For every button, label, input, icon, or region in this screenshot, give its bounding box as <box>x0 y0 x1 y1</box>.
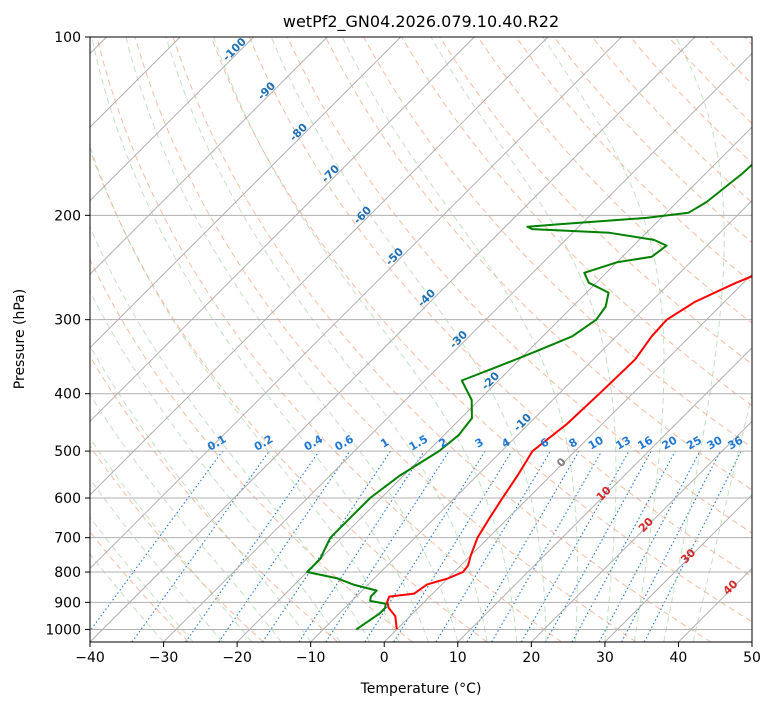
moist-adiabat-line <box>90 478 223 642</box>
x-tick-label: 10 <box>449 650 467 666</box>
isotherm-line <box>90 37 402 349</box>
x-tick-label: 30 <box>596 650 614 666</box>
y-tick-label: 500 <box>54 444 81 460</box>
isotherm-line <box>530 420 752 642</box>
moist-adiabat-line <box>90 290 341 642</box>
isotherm-line <box>236 126 752 642</box>
isotherm-line <box>90 37 622 570</box>
x-tick-label: 0 <box>380 650 389 666</box>
isotherm-line <box>90 37 328 275</box>
y-tick-label: 700 <box>54 531 81 547</box>
moist-adiabat-line <box>90 225 370 642</box>
dry-adiabat-line <box>90 355 339 642</box>
mixing-ratio-line <box>393 450 513 642</box>
dry-adiabat-line <box>90 445 264 642</box>
isotherm-line <box>457 347 752 642</box>
moist-adiabat-line <box>90 393 282 642</box>
x-tick-label: 40 <box>670 650 688 666</box>
y-tick-label: 800 <box>54 565 81 581</box>
dry-adiabat-line <box>134 37 637 642</box>
temperature-profile-line <box>386 275 752 630</box>
y-tick-label: 1000 <box>45 622 81 638</box>
x-tick-label: −20 <box>222 650 252 666</box>
y-tick-label: 900 <box>54 595 81 611</box>
mixing-ratio-line <box>435 450 551 642</box>
plot-background <box>90 37 752 642</box>
y-tick-label: 100 <box>54 30 81 46</box>
y-tick-label: 300 <box>54 313 81 329</box>
dry-adiabat-line <box>248 37 752 578</box>
isotherm-line <box>310 199 752 642</box>
plot-frame <box>89 36 753 643</box>
mixing-ratio-line <box>571 450 676 642</box>
x-tick-label: −40 <box>75 650 105 666</box>
mixing-ratio-line <box>520 450 630 642</box>
isotherm-line <box>604 494 752 642</box>
isotherm-line <box>90 37 549 496</box>
y-tick-label: 200 <box>54 208 81 224</box>
dewpoint-profile-line <box>306 163 752 631</box>
y-tick-label: 600 <box>54 491 81 507</box>
mixing-ratio-line <box>185 450 320 642</box>
dry-adiabat-line <box>172 37 712 642</box>
isotherm-line <box>163 52 752 642</box>
moist-adiabat-line <box>430 37 617 642</box>
y-tick-label: 400 <box>54 387 81 403</box>
mixing-ratio-line <box>364 450 486 642</box>
moist-adiabat-lines <box>90 37 752 642</box>
isotherm-lines <box>90 37 752 642</box>
sounding-series <box>306 163 752 631</box>
moist-adiabat-line <box>90 553 164 642</box>
x-tick-label: 50 <box>743 650 761 666</box>
x-tick-label: −10 <box>296 650 326 666</box>
dry-adiabat-line <box>286 37 752 534</box>
isotherm-line <box>90 37 255 202</box>
moist-adiabat-line <box>341 37 578 642</box>
mixing-ratio-line <box>466 450 580 642</box>
moist-adiabat-line <box>91 37 429 642</box>
moist-adiabat-line <box>542 37 665 642</box>
moist-adiabat-line <box>90 516 194 642</box>
mixing-ratio-line <box>491 450 603 642</box>
y-axis-ticks: 100 200 300 400 500 600 700 800 900 1000 <box>45 30 90 638</box>
dry-adiabat-line <box>96 37 562 642</box>
isobar-lines <box>90 37 752 630</box>
dry-adiabat-line <box>90 258 413 642</box>
isotherm-line <box>90 37 696 642</box>
x-tick-label: 20 <box>522 650 540 666</box>
y-axis-label: Pressure (hPa) <box>12 289 28 389</box>
dry-adiabat-lines <box>90 37 752 642</box>
x-tick-label: −30 <box>149 650 179 666</box>
moist-adiabat-line <box>90 437 253 642</box>
isotherm-line <box>90 37 475 423</box>
isotherm-line <box>383 273 752 642</box>
x-axis-label: Temperature (°C) <box>360 681 482 697</box>
dry-adiabat-line <box>210 37 752 623</box>
moist-adiabat-line <box>90 144 400 642</box>
mixing-ratio-line <box>218 450 351 642</box>
moist-adiabat-line <box>270 37 547 642</box>
moist-adiabat-line <box>692 392 752 642</box>
moist-adiabat-line <box>663 37 725 642</box>
x-axis-ticks: −40 −30 −20 −10 0 10 20 30 40 50 <box>75 642 761 666</box>
moist-adiabat-line <box>213 37 518 642</box>
dry-adiabat-line <box>325 37 752 491</box>
chart-title: wetPf2_GN04.2026.079.10.40.R22 <box>283 12 559 32</box>
